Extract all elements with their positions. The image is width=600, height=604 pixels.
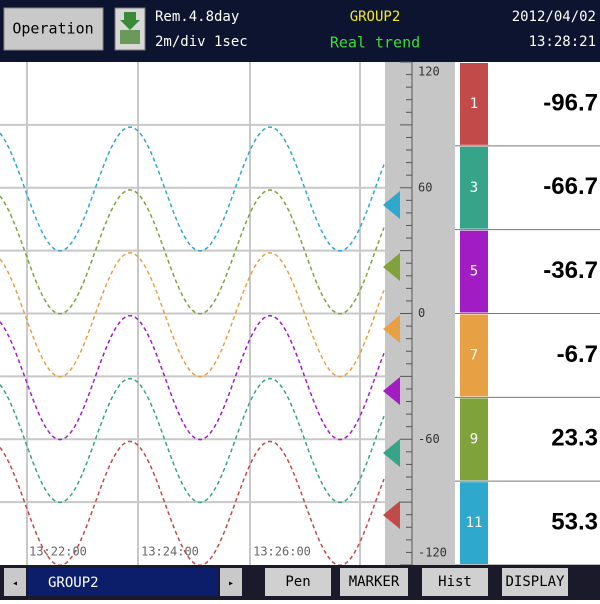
grid — [0, 62, 385, 565]
channel-tab[interactable] — [460, 314, 488, 397]
channel-number: 3 — [470, 180, 478, 196]
pointer — [383, 439, 400, 467]
date: 2012/04/02 — [512, 9, 596, 25]
channel-value: -6.7 — [557, 341, 598, 368]
channel-number: 7 — [470, 347, 478, 363]
footer-group: GROUP2 — [48, 575, 99, 591]
pointer — [383, 191, 400, 219]
pointer — [383, 315, 400, 343]
footer-button[interactable] — [502, 568, 568, 596]
prev-arrow: ◂ — [12, 578, 18, 589]
scale-label: -60 — [418, 432, 440, 446]
channel-value: 53.3 — [551, 508, 598, 535]
channel-tab[interactable] — [460, 230, 488, 313]
next-button[interactable] — [220, 568, 242, 596]
channel-value: -66.7 — [543, 173, 598, 200]
footer-button-label: Pen — [285, 574, 310, 590]
scale: 120 60 0 -60 -120 — [400, 61, 447, 566]
scale-label: 60 — [418, 180, 432, 194]
prev-button[interactable] — [4, 568, 26, 596]
channel-tab[interactable] — [460, 482, 488, 564]
channel-value: -96.7 — [543, 89, 598, 116]
footer-button[interactable] — [265, 568, 331, 596]
group-field[interactable] — [28, 568, 218, 596]
channel-number: 9 — [470, 431, 478, 447]
time-label: 13:24:00 — [141, 545, 199, 559]
pointer — [383, 377, 400, 405]
footer-button[interactable] — [340, 568, 408, 596]
time: 13:28:21 — [529, 34, 596, 50]
remaining: Rem.4.8day — [155, 9, 239, 25]
pointers — [383, 191, 400, 529]
scale-label: 120 — [418, 65, 440, 79]
division: 2m/div 1sec — [155, 34, 248, 50]
pointer — [383, 501, 400, 529]
group-name: GROUP2 — [350, 9, 401, 25]
footer-button-label: DISPLAY — [505, 574, 565, 590]
channel-value: -36.7 — [543, 257, 598, 284]
footer-button-label: Hist — [438, 574, 472, 590]
scale-label: 0 — [418, 306, 425, 320]
footer-buttons: Pen MARKER Hist DISPLAY — [265, 568, 568, 596]
scale-bar — [385, 62, 455, 565]
save-icon-arrow — [120, 12, 140, 30]
save-icon-body — [120, 30, 140, 44]
time-labels: 13:22:00 13:24:00 13:26:00 — [29, 545, 311, 559]
channel-tab[interactable] — [460, 63, 488, 145]
channel-tab[interactable] — [460, 398, 488, 481]
operation-label: Operation — [12, 20, 93, 38]
footer-button-label: MARKER — [349, 574, 400, 590]
channel-number: 1 — [470, 96, 478, 112]
time-label: 13:22:00 — [29, 545, 87, 559]
scale-label: -120 — [418, 546, 447, 560]
pointer — [383, 253, 400, 281]
channel-tab[interactable] — [460, 146, 488, 229]
operation-button[interactable] — [3, 7, 104, 51]
mode: Real trend — [330, 34, 420, 52]
channel-number: 5 — [470, 264, 478, 280]
footer-button[interactable] — [422, 568, 488, 596]
next-arrow: ▸ — [228, 578, 234, 589]
channel-value: 23.3 — [551, 425, 598, 452]
time-label: 13:26:00 — [253, 545, 311, 559]
channel-number: 11 — [466, 515, 483, 531]
